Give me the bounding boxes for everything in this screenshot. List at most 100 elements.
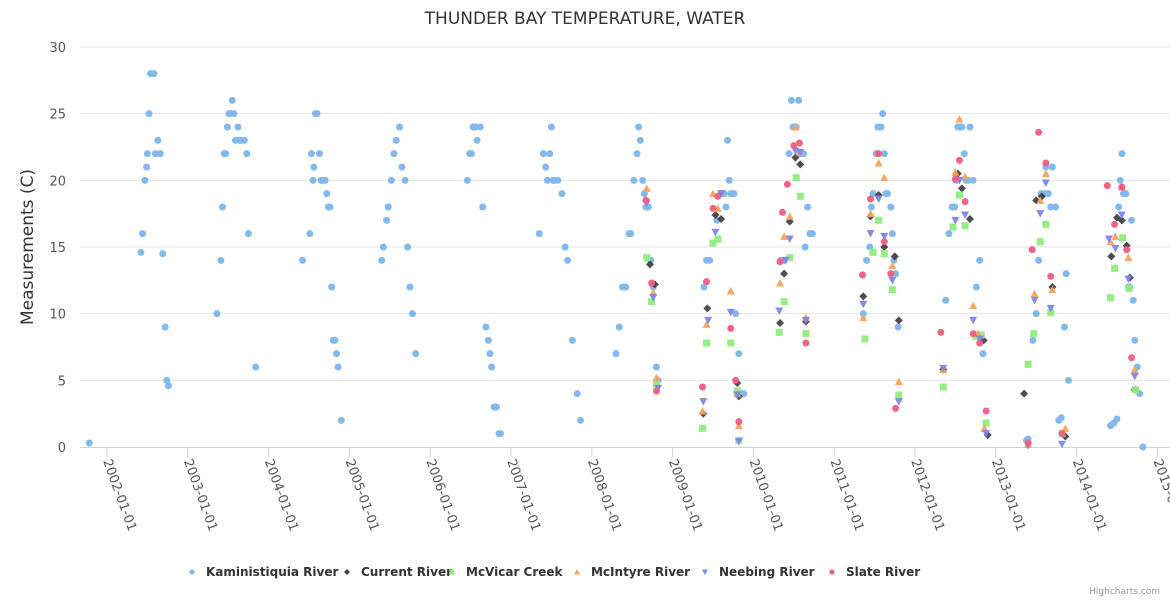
data-point[interactable]	[1028, 246, 1036, 254]
data-point[interactable]	[861, 335, 869, 343]
data-point[interactable]	[957, 184, 966, 193]
data-point[interactable]	[975, 335, 984, 344]
data-point[interactable]	[951, 175, 959, 183]
data-point[interactable]	[977, 331, 985, 339]
data-point[interactable]	[384, 203, 392, 211]
data-point[interactable]	[484, 336, 492, 344]
data-point[interactable]	[804, 203, 812, 211]
data-point[interactable]	[401, 176, 409, 184]
data-point[interactable]	[1042, 220, 1050, 228]
data-point[interactable]	[652, 373, 661, 382]
data-point[interactable]	[735, 350, 743, 358]
data-point[interactable]	[776, 319, 785, 327]
data-point[interactable]	[151, 150, 159, 158]
data-point[interactable]	[785, 235, 794, 244]
data-point[interactable]	[801, 243, 809, 251]
legend-item-current-river[interactable]: Current River	[344, 565, 452, 579]
data-point[interactable]	[1125, 284, 1133, 292]
data-point[interactable]	[326, 203, 334, 211]
data-point[interactable]	[230, 110, 238, 118]
data-point[interactable]	[879, 110, 887, 118]
data-point[interactable]	[894, 323, 902, 331]
data-point[interactable]	[234, 123, 242, 131]
data-point[interactable]	[633, 150, 641, 158]
data-point[interactable]	[636, 136, 644, 144]
data-point[interactable]	[969, 301, 978, 310]
data-point[interactable]	[888, 261, 897, 270]
data-point[interactable]	[1130, 372, 1139, 381]
data-point[interactable]	[795, 139, 803, 147]
data-point[interactable]	[955, 115, 964, 123]
data-point[interactable]	[652, 363, 660, 371]
data-point[interactable]	[154, 136, 162, 144]
data-point[interactable]	[703, 278, 711, 286]
data-point[interactable]	[163, 376, 171, 384]
data-point[interactable]	[781, 256, 790, 265]
data-point[interactable]	[859, 300, 868, 309]
data-point[interactable]	[704, 316, 713, 325]
data-point[interactable]	[639, 176, 647, 184]
data-point[interactable]	[1060, 323, 1068, 331]
data-point[interactable]	[1111, 244, 1120, 253]
data-point[interactable]	[412, 350, 420, 358]
data-point[interactable]	[714, 192, 722, 200]
data-point[interactable]	[702, 320, 711, 328]
data-point[interactable]	[398, 163, 406, 171]
data-point[interactable]	[1030, 289, 1039, 298]
data-point[interactable]	[85, 439, 93, 447]
data-point[interactable]	[740, 390, 748, 398]
data-point[interactable]	[888, 286, 896, 294]
data-point[interactable]	[955, 191, 963, 199]
data-point[interactable]	[894, 398, 903, 406]
data-point[interactable]	[1122, 190, 1130, 198]
data-point[interactable]	[866, 230, 875, 238]
data-point[interactable]	[880, 238, 888, 246]
data-point[interactable]	[949, 223, 957, 231]
data-point[interactable]	[875, 150, 883, 158]
data-point[interactable]	[482, 323, 490, 331]
data-point[interactable]	[1107, 252, 1116, 261]
data-point[interactable]	[645, 260, 654, 269]
data-point[interactable]	[892, 404, 900, 412]
data-point[interactable]	[888, 230, 896, 238]
data-point[interactable]	[778, 208, 786, 216]
data-point[interactable]	[471, 123, 479, 131]
data-point[interactable]	[982, 419, 990, 427]
data-point[interactable]	[1062, 270, 1070, 278]
data-point[interactable]	[717, 215, 726, 223]
data-point[interactable]	[1129, 296, 1137, 304]
data-point[interactable]	[698, 424, 706, 432]
data-point[interactable]	[892, 270, 900, 278]
data-point[interactable]	[408, 310, 416, 318]
data-point[interactable]	[1058, 440, 1067, 449]
data-point[interactable]	[1041, 179, 1050, 188]
data-point[interactable]	[228, 96, 236, 104]
data-point[interactable]	[802, 330, 810, 338]
data-point[interactable]	[969, 330, 977, 338]
data-point[interactable]	[1030, 296, 1039, 305]
data-point[interactable]	[1107, 294, 1115, 302]
data-point[interactable]	[406, 283, 414, 291]
data-point[interactable]	[727, 324, 735, 332]
data-point[interactable]	[387, 176, 395, 184]
data-point[interactable]	[244, 230, 252, 238]
data-point[interactable]	[337, 416, 345, 424]
data-point[interactable]	[539, 150, 547, 158]
data-point[interactable]	[476, 123, 484, 131]
data-point[interactable]	[706, 256, 714, 264]
data-point[interactable]	[612, 350, 620, 358]
data-point[interactable]	[156, 150, 164, 158]
data-point[interactable]	[496, 430, 504, 438]
data-point[interactable]	[321, 176, 329, 184]
data-point[interactable]	[951, 203, 959, 211]
data-point[interactable]	[1118, 150, 1126, 158]
data-point[interactable]	[880, 150, 888, 158]
data-point[interactable]	[1111, 232, 1120, 240]
data-point[interactable]	[1042, 159, 1050, 167]
data-point[interactable]	[630, 176, 638, 184]
data-point[interactable]	[796, 160, 805, 169]
data-point[interactable]	[1116, 176, 1124, 184]
data-point[interactable]	[875, 216, 883, 224]
data-point[interactable]	[222, 150, 230, 158]
data-point[interactable]	[966, 123, 974, 131]
